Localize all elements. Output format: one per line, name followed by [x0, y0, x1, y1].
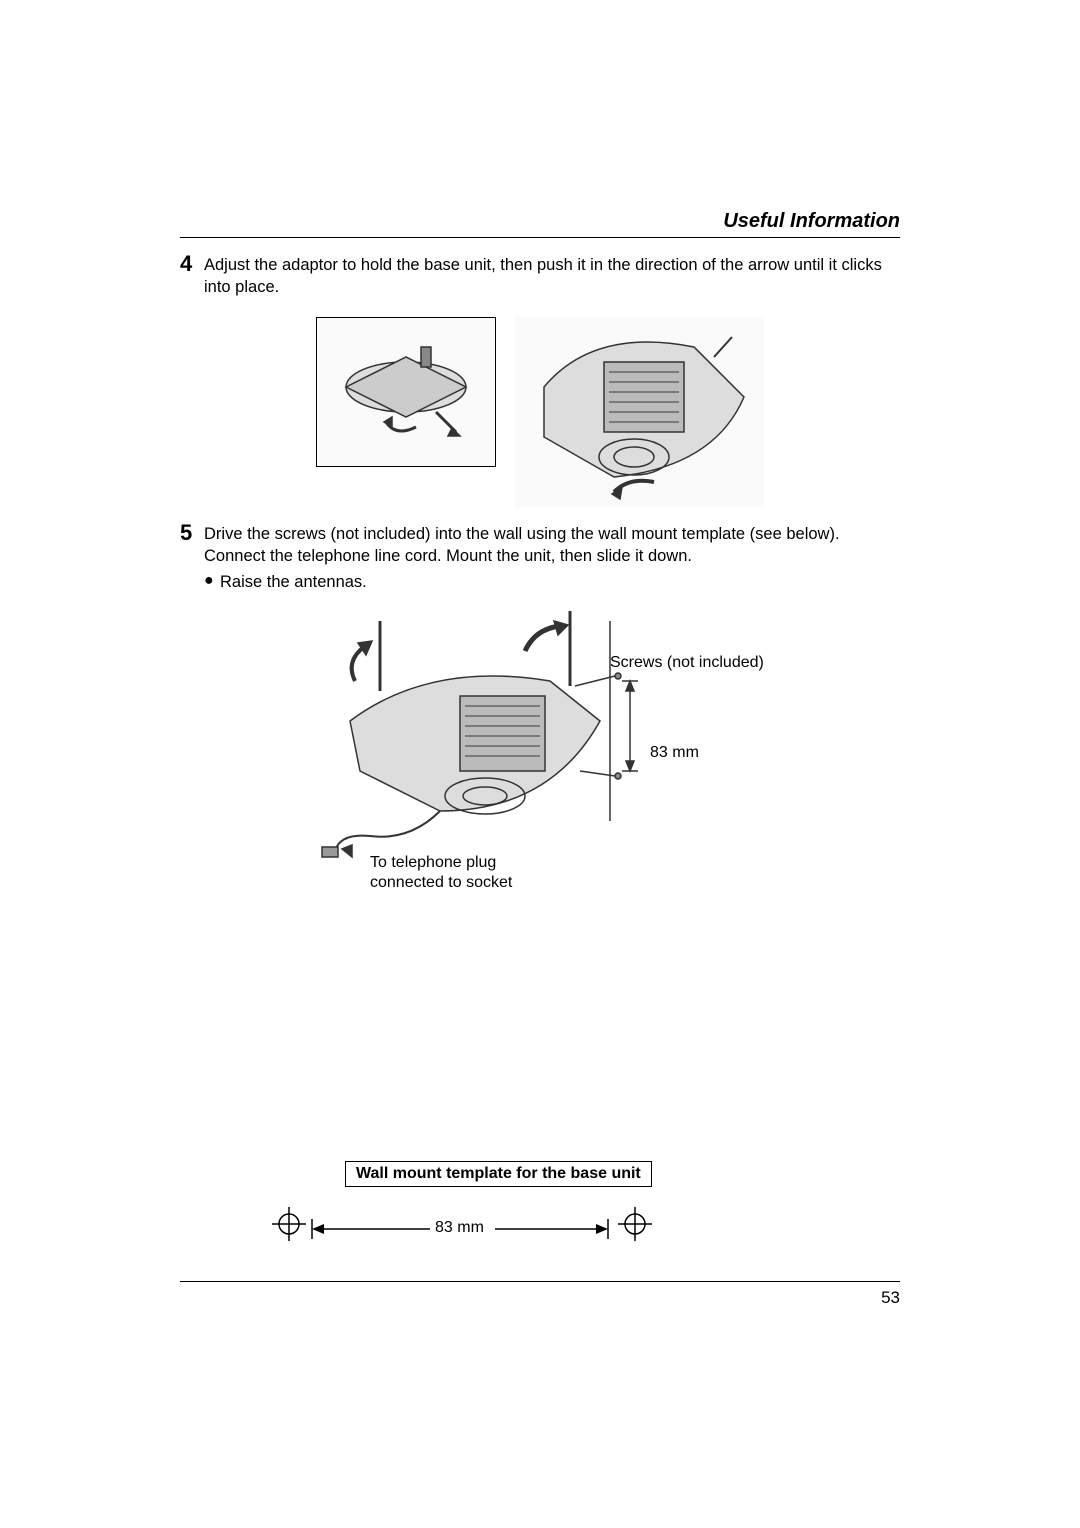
- wall-mount-template: Wall mount template for the base unit 83…: [180, 1161, 900, 1271]
- step-4-text: Adjust the adaptor to hold the base unit…: [204, 252, 900, 299]
- label-spacing: 83 mm: [650, 743, 699, 763]
- step-4-figures: [180, 317, 900, 507]
- page-number: 53: [180, 1288, 900, 1308]
- footer-rule: [180, 1281, 900, 1282]
- step-5-figure-group: Screws (not included) 83 mm To telephone…: [310, 611, 770, 901]
- label-screws: Screws (not included): [610, 653, 764, 673]
- step-5-text: Drive the screws (not included) into the…: [204, 523, 900, 568]
- template-dimension: 83 mm: [435, 1218, 484, 1238]
- section-header: Useful Information: [180, 210, 900, 238]
- adaptor-illustration-boxed: [316, 317, 496, 467]
- base-unit-rear-illustration: [514, 317, 764, 507]
- label-plug-line1: To telephone plug: [370, 853, 512, 873]
- wall-mount-illustration: [310, 611, 650, 871]
- label-plug-line2: connected to socket: [370, 873, 512, 893]
- step-5: 5 Drive the screws (not included) into t…: [180, 521, 900, 594]
- dimension-line: 83 mm: [280, 1219, 640, 1249]
- step-4-number: 4: [180, 252, 204, 299]
- step-5-number: 5: [180, 521, 204, 594]
- step-5-bullet: Raise the antennas.: [220, 571, 367, 593]
- template-title: Wall mount template for the base unit: [345, 1161, 652, 1187]
- step-4: 4 Adjust the adaptor to hold the base un…: [180, 252, 900, 299]
- section-title: Useful Information: [723, 210, 900, 232]
- bullet-icon: ●: [204, 571, 220, 593]
